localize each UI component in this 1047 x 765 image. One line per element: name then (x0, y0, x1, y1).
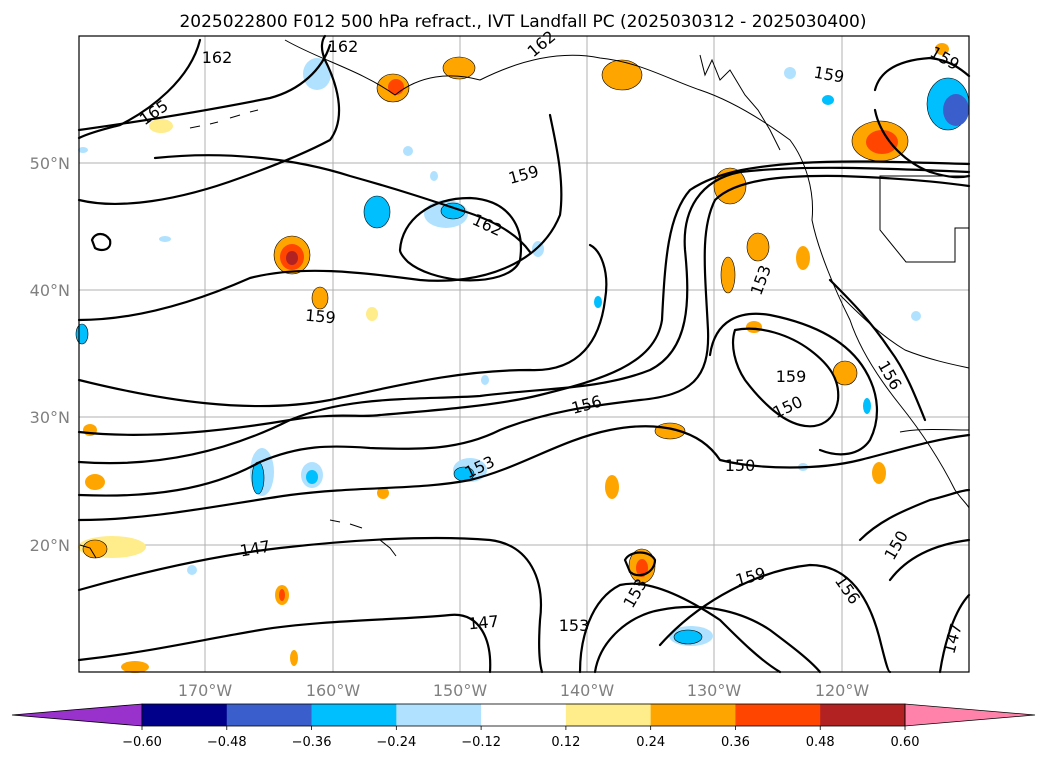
contour-label: 159 (304, 306, 336, 328)
colorbar-tick-label: −0.12 (461, 735, 501, 750)
lat-label: 30°N (30, 408, 70, 427)
anomaly-negative (673, 629, 703, 645)
map-frame (78, 35, 970, 673)
anomaly-positive (636, 559, 648, 577)
colorbar: −0.60 −0.48 −0.36 −0.24 −0.12 0.12 0.24 0.36 0.4… (11, 703, 1036, 750)
colorbar-tick-label: −0.60 (122, 735, 162, 750)
anomaly-negative (303, 58, 331, 90)
colorbar-segment (650, 704, 736, 726)
lon-label: 140°W (560, 681, 615, 700)
anomaly-positive (149, 119, 173, 133)
contour-labels: 162 162 165 162 159 159 162 159 153 159 … (136, 27, 966, 656)
colorbar-tick-label: 0.24 (636, 735, 665, 750)
lon-label: 120°W (815, 681, 870, 700)
anomaly-positive (286, 251, 298, 265)
contour-label: 162 (202, 48, 233, 67)
graticule (79, 36, 969, 672)
anomaly-negative (251, 461, 265, 495)
anomaly-negative (863, 398, 871, 414)
lon-label: 160°W (306, 681, 361, 700)
anomaly-positive (872, 462, 886, 484)
anomaly-negative (159, 236, 171, 242)
anomaly-positive (746, 321, 762, 333)
colorbar-tick-label: −0.24 (376, 735, 416, 750)
colorbar-segment (226, 704, 313, 726)
colorbar-extend-low (11, 703, 143, 727)
anomaly-negative (822, 95, 834, 105)
anomaly-positive (366, 307, 378, 321)
anomaly-positive (796, 246, 810, 270)
anomaly-positive (121, 661, 149, 673)
colorbar-extend-high (904, 703, 1036, 727)
anomaly-negative (363, 195, 391, 229)
shaded-anomalies (75, 43, 970, 673)
colorbar-segment (311, 704, 397, 726)
contour-label: 147 (467, 612, 499, 634)
lat-label: 20°N (30, 536, 70, 555)
anomaly-positive (935, 43, 949, 55)
anomaly-negative (911, 311, 921, 321)
anomaly-negative (481, 375, 489, 385)
map-title: 2025022800 F012 500 hPa refract., IVT La… (179, 12, 866, 32)
anomaly-positive (279, 589, 285, 601)
anomaly-negative (594, 296, 602, 308)
colorbar-segment (735, 704, 821, 726)
anomaly-negative (430, 171, 438, 181)
anomaly-positive (601, 59, 643, 91)
anomaly-negative (187, 565, 197, 575)
colorbar-segment (396, 704, 482, 726)
latitude-labels: 50°N 40°N 30°N 20°N (30, 154, 70, 555)
longitude-labels: 170°W 160°W 150°W 140°W 130°W 120°W (178, 681, 870, 700)
contour-label: 162 (328, 37, 359, 56)
contour-label: 150 (725, 456, 756, 475)
anomaly-negative (784, 67, 796, 79)
anomaly-positive (746, 232, 770, 262)
colorbar-tick-label: −0.48 (207, 735, 247, 750)
anomaly-positive (290, 650, 298, 666)
lon-label: 150°W (433, 681, 488, 700)
contour-label: 153 (559, 616, 590, 635)
anomaly-positive (866, 130, 898, 154)
colorbar-outline (141, 703, 906, 727)
anomaly-positive (388, 79, 404, 95)
anomaly-positive (82, 539, 108, 559)
anomaly-negative (78, 147, 88, 153)
colorbar-segment (820, 704, 906, 726)
colorbar-tick-label: 0.48 (806, 735, 835, 750)
colorbar-tick-label: 0.60 (891, 735, 920, 750)
lon-label: 130°W (687, 681, 742, 700)
colorbar-tick-label: −0.36 (292, 735, 332, 750)
colorbar-segment (565, 704, 652, 726)
lon-label: 170°W (178, 681, 233, 700)
anomaly-negative (75, 323, 89, 345)
anomaly-positive (377, 487, 389, 499)
anomaly-positive (605, 475, 619, 499)
anomaly-positive (85, 474, 105, 490)
anomaly-negative (306, 470, 318, 484)
colorbar-tick-label: 0.12 (551, 735, 580, 750)
anomaly-positive (720, 256, 736, 294)
contour-label: 159 (776, 367, 807, 386)
contour-lines (77, 34, 971, 674)
anomaly-positive (311, 286, 329, 310)
lat-label: 40°N (30, 281, 70, 300)
anomaly-negative (403, 146, 413, 156)
anomaly-positive (442, 56, 476, 80)
colorbar-segment (142, 704, 228, 726)
colorbar-segment (481, 704, 567, 726)
anomaly-negative (943, 94, 969, 126)
lat-label: 50°N (30, 154, 70, 173)
coastlines (79, 39, 970, 559)
map-panel: 162 162 165 162 159 159 162 159 153 159 … (75, 27, 971, 674)
colorbar-tick-label: 0.36 (721, 735, 750, 750)
